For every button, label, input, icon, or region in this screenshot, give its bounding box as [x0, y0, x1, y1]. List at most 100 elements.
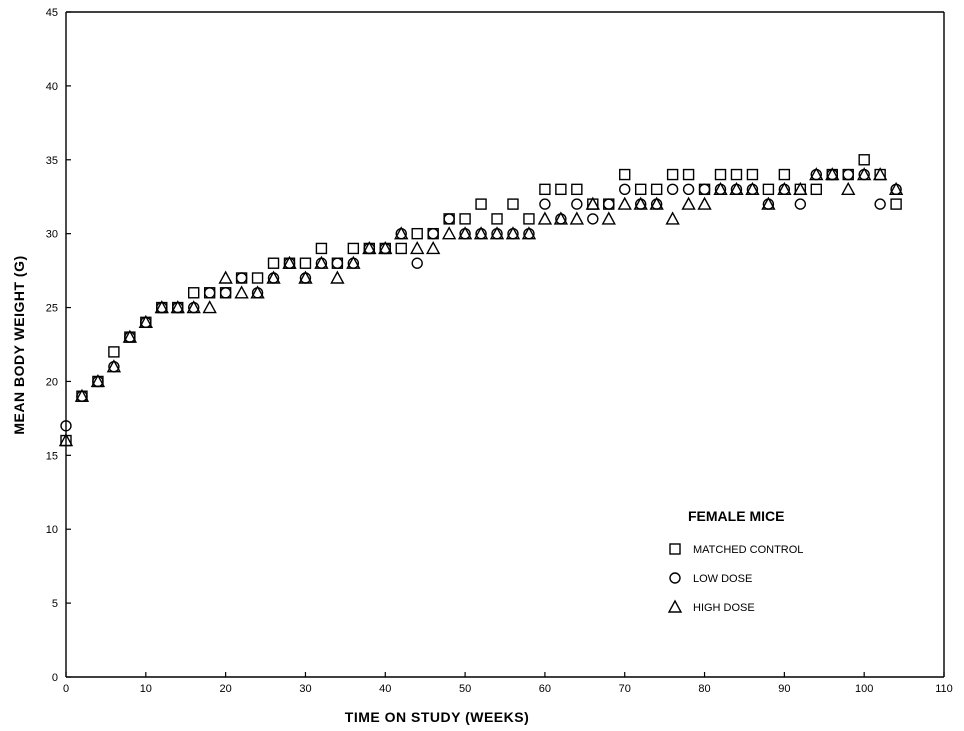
legend-circle-symbol: [670, 573, 680, 583]
y-tick-label: 5: [52, 598, 58, 610]
triangle-point: [236, 287, 248, 298]
legend-item: MATCHED CONTROL: [670, 544, 803, 556]
circle-point: [620, 184, 630, 194]
triangle-point: [411, 242, 423, 253]
y-axis-title: MEAN BODY WEIGHT (G): [11, 255, 27, 434]
circle-point: [843, 170, 853, 180]
square-point: [572, 184, 582, 194]
x-tick-label: 0: [63, 683, 69, 695]
circle-point: [572, 199, 582, 209]
triangle-point: [204, 302, 216, 313]
y-tick-label: 40: [46, 81, 58, 93]
series-square: [61, 155, 901, 446]
triangle-point: [603, 213, 615, 224]
square-point: [316, 243, 326, 253]
x-axis-title: TIME ON STUDY (WEEKS): [345, 709, 529, 725]
x-tick-label: 60: [539, 683, 551, 695]
square-point: [747, 170, 757, 180]
square-point: [348, 243, 358, 253]
square-point: [716, 170, 726, 180]
x-tick-label: 40: [379, 683, 391, 695]
triangle-point: [443, 228, 455, 239]
square-point: [508, 199, 518, 209]
y-axis-ticks: 0 5 10 15 20 25 30 35 40 45: [46, 7, 71, 684]
legend-item: HIGH DOSE: [669, 601, 755, 614]
circle-point: [221, 288, 231, 298]
legend-label: MATCHED CONTROL: [693, 544, 803, 556]
square-point: [859, 155, 869, 165]
circle-point: [412, 258, 422, 268]
square-point: [524, 214, 534, 224]
square-point: [684, 170, 694, 180]
square-point: [763, 184, 773, 194]
circle-point: [444, 214, 454, 224]
x-tick-label: 50: [459, 683, 471, 695]
square-point: [620, 170, 630, 180]
triangle-point: [571, 213, 583, 224]
square-point: [189, 288, 199, 298]
data-markers: [60, 155, 902, 446]
x-tick-label: 20: [220, 683, 232, 695]
square-point: [492, 214, 502, 224]
circle-point: [668, 184, 678, 194]
square-point: [779, 170, 789, 180]
square-point: [253, 273, 263, 283]
circle-point: [540, 199, 550, 209]
circle-point: [795, 199, 805, 209]
legend-triangle-symbol: [669, 601, 681, 612]
x-tick-label: 70: [619, 683, 631, 695]
triangle-point: [619, 198, 631, 209]
triangle-point: [842, 183, 854, 194]
square-point: [556, 184, 566, 194]
circle-point: [875, 199, 885, 209]
square-point: [636, 184, 646, 194]
triangle-point: [220, 272, 232, 283]
circle-point: [604, 199, 614, 209]
y-tick-label: 20: [46, 376, 58, 388]
square-point: [300, 258, 310, 268]
square-point: [269, 258, 279, 268]
x-tick-label: 90: [778, 683, 790, 695]
square-point: [891, 199, 901, 209]
legend: FEMALE MICE MATCHED CONTROL LOW DOSE HIGH …: [669, 508, 803, 614]
legend-label: HIGH DOSE: [693, 602, 755, 614]
circle-point: [700, 184, 710, 194]
square-point: [811, 184, 821, 194]
x-axis-ticks: 0 10 20 30 40 50 60 70 80 90 100 110: [63, 672, 953, 695]
x-tick-label: 10: [140, 683, 152, 695]
y-tick-label: 15: [46, 450, 58, 462]
square-point: [540, 184, 550, 194]
square-point: [652, 184, 662, 194]
triangle-point: [331, 272, 343, 283]
circle-point: [684, 184, 694, 194]
triangle-point: [683, 198, 695, 209]
triangle-point: [667, 213, 679, 224]
triangle-point: [427, 242, 439, 253]
legend-square-symbol: [670, 544, 680, 554]
y-tick-label: 30: [46, 229, 58, 241]
circle-point: [428, 229, 438, 239]
circle-point: [332, 258, 342, 268]
legend-item: LOW DOSE: [670, 573, 752, 585]
y-tick-label: 25: [46, 303, 58, 315]
square-point: [109, 347, 119, 357]
square-point: [460, 214, 470, 224]
square-point: [668, 170, 678, 180]
y-tick-label: 0: [52, 672, 58, 684]
circle-point: [205, 288, 215, 298]
y-tick-label: 35: [46, 155, 58, 167]
x-tick-label: 30: [299, 683, 311, 695]
triangle-point: [539, 213, 551, 224]
series-triangle: [60, 169, 902, 446]
circle-point: [588, 214, 598, 224]
square-point: [396, 243, 406, 253]
square-point: [476, 199, 486, 209]
y-tick-label: 45: [46, 7, 58, 19]
square-point: [731, 170, 741, 180]
square-point: [412, 229, 422, 239]
plot-frame: [66, 12, 944, 677]
legend-title: FEMALE MICE: [688, 508, 784, 524]
legend-label: LOW DOSE: [693, 573, 752, 585]
triangle-point: [699, 198, 711, 209]
